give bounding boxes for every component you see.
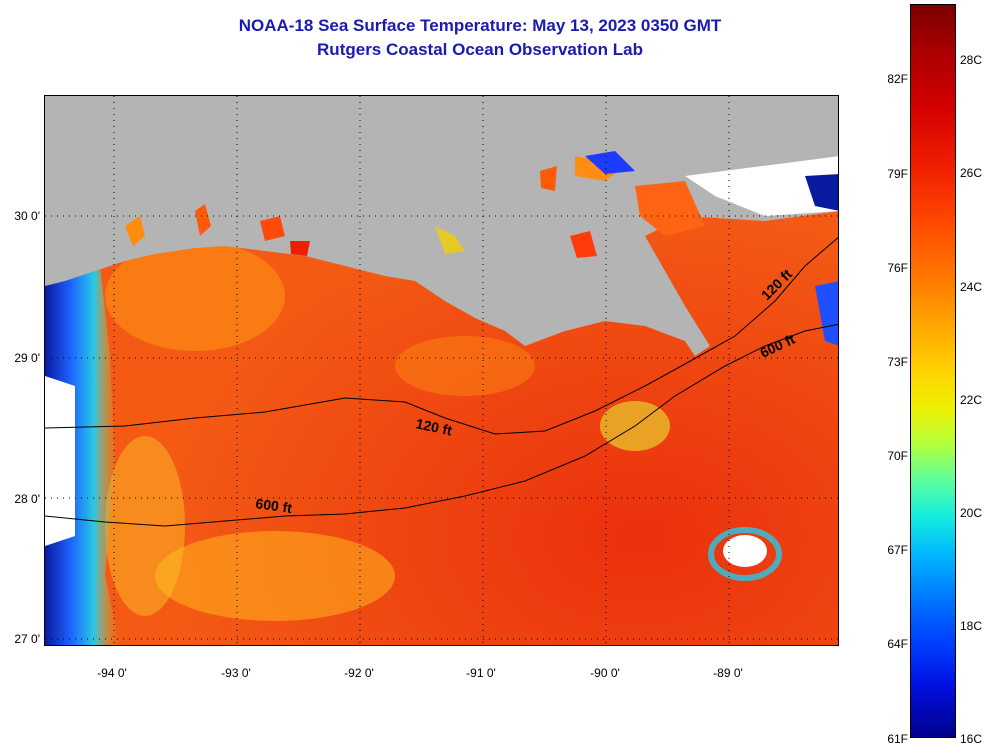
inland-water [125,216,145,246]
chart-title: NOAA-18 Sea Surface Temperature: May 13,… [238,16,722,35]
lat-label-28: 28 0' [14,492,40,506]
lat-label-30: 30 0' [14,209,40,223]
colorbar-label-c: 22C [960,393,983,407]
cool-ring [708,527,782,581]
colorbar-label-f: 76F [887,261,908,275]
chart-subtitle: Rutgers Coastal Ocean Observation Lab [317,40,643,59]
colorbar-label-c: 16C [960,732,983,746]
warm-patch [395,336,535,396]
inland-water [435,226,465,254]
colorbar-label-c: 18C [960,619,983,633]
lon-label-92: -92 0' [344,666,374,680]
cloud-west [45,376,75,546]
colorbar-label-f: 61F [887,732,908,746]
inland-water [570,231,597,258]
cold-water-east [815,281,838,346]
colorbar-label-c: 26C [960,166,983,180]
colorbar-label-f: 82F [887,72,908,86]
lon-label-90: -90 0' [590,666,620,680]
cold-water-northeast [805,174,838,211]
contour-label-120ft: 120 ft [414,415,453,438]
lon-label-89: -89 0' [713,666,743,680]
inland-water [260,216,285,241]
sst-map-svg: 120 ft 600 ft 120 ft 600 ft [45,96,838,645]
lat-label-29: 29 0' [14,351,40,365]
warm-patch [155,531,395,621]
lon-label-94: -94 0' [97,666,127,680]
lon-label-93: -93 0' [221,666,251,680]
sst-map: 120 ft 600 ft 120 ft 600 ft [44,95,839,646]
colorbar-label-f: 73F [887,355,908,369]
lon-label-91: -91 0' [466,666,496,680]
warm-patch [105,436,185,616]
inland-water [290,241,310,256]
land-area [45,96,838,356]
cold-inland-water [585,151,635,174]
temperature-colorbar [910,4,956,738]
contour-label-600ft: 600 ft [255,495,294,516]
inland-water [195,204,211,236]
lat-label-27: 27 0' [14,632,40,646]
colorbar-label-f: 79F [887,167,908,181]
warm-patch [105,241,285,351]
contour-120ft [45,237,838,435]
contour-600ft [45,323,838,527]
colorbar-label-f: 70F [887,449,908,463]
colorbar-label-c: 28C [960,53,983,67]
colorbar-label-f: 64F [887,637,908,651]
graticule [45,96,838,645]
cloud-northeast [685,156,838,216]
inland-water [635,181,705,236]
inland-water [540,166,557,191]
colorbar-label-f: 67F [887,543,908,557]
cold-water-west [45,266,120,645]
cloud-southeast [723,535,767,567]
colorbar-label-c: 20C [960,506,983,520]
colorbar-label-c: 24C [960,280,983,294]
